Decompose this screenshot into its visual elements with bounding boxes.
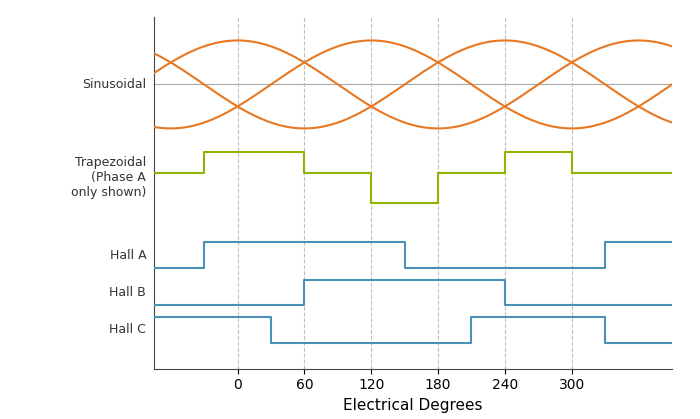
- Text: Sinusoidal: Sinusoidal: [82, 78, 146, 91]
- Text: Hall B: Hall B: [109, 286, 146, 299]
- Text: Hall A: Hall A: [110, 249, 146, 262]
- Text: Hall C: Hall C: [109, 323, 146, 336]
- X-axis label: Electrical Degrees: Electrical Degrees: [343, 398, 483, 413]
- Text: Trapezoidal
(Phase A
only shown): Trapezoidal (Phase A only shown): [71, 156, 146, 199]
